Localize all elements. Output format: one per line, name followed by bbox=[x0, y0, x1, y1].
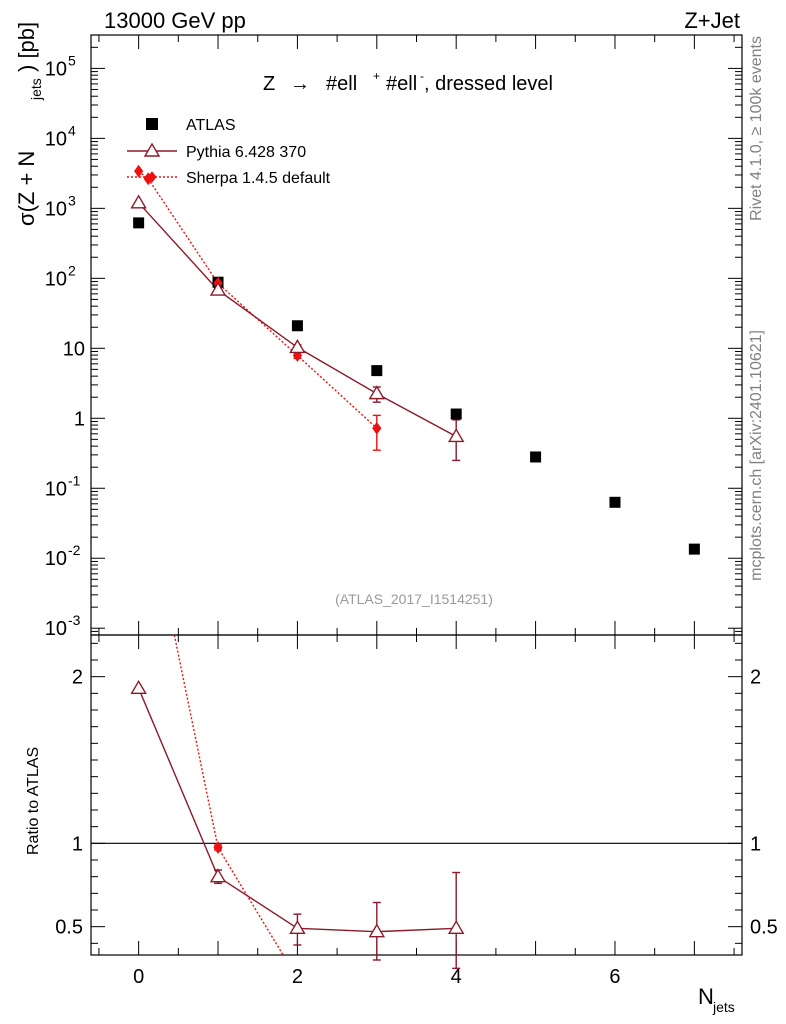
title-ell-1: #ell bbox=[326, 73, 357, 95]
ratio-y-tick-label-right: 2 bbox=[750, 667, 761, 689]
ratio-axis-ticks: 0 2 4 6 0.5 0.5 1 1 2 2 bbox=[55, 635, 778, 988]
main-y-tick-label-exp: -3 bbox=[68, 612, 81, 628]
pythia-ratio-point bbox=[209, 868, 227, 883]
atlas-point bbox=[609, 496, 621, 508]
pythia-ratio-point bbox=[289, 919, 306, 935]
x-tick-label: 6 bbox=[609, 966, 620, 988]
ratio-y-tick-label-right: 1 bbox=[750, 833, 761, 855]
ratio-panel-frame bbox=[90, 634, 743, 956]
atlas-point bbox=[688, 543, 700, 555]
xlabel-sub: jets bbox=[712, 999, 735, 1015]
sherpa-ratio-point bbox=[213, 841, 223, 854]
main-y-axis-label: σ(Z + N jets ) [pb] bbox=[14, 22, 44, 226]
main-y-tick-label-base: 10 bbox=[45, 478, 67, 500]
title-sup-2: - bbox=[420, 69, 424, 83]
sherpa-point bbox=[143, 172, 153, 186]
main-y-tick-label-base: 10 bbox=[45, 618, 67, 640]
pythia-point bbox=[209, 281, 227, 296]
process-label: Z+Jet bbox=[684, 8, 740, 33]
ratio-y-tick-label: 1 bbox=[72, 833, 83, 855]
legend-label-atlas: ATLAS bbox=[186, 117, 236, 134]
atlas-point bbox=[291, 320, 303, 332]
xlabel-main: N bbox=[698, 984, 714, 1009]
x-tick-label: 2 bbox=[292, 966, 303, 988]
pythia-point bbox=[289, 339, 306, 354]
mcplots-label: mcplots.cern.ch [arXiv:2401.10621] bbox=[748, 330, 765, 581]
ratio-y-axis-label: Ratio to ATLAS bbox=[25, 747, 42, 855]
legend-marker-pythia bbox=[143, 142, 161, 157]
x-axis-label: N jets bbox=[698, 984, 735, 1015]
analysis-watermark: (ATLAS_2017_I1514251) bbox=[335, 591, 493, 607]
x-tick-label: 0 bbox=[133, 966, 144, 988]
pythia-point bbox=[368, 385, 386, 400]
title-sup-1: + bbox=[373, 69, 380, 83]
ylabel-part-b: jets bbox=[28, 78, 44, 101]
beam-label: 13000 GeV pp bbox=[104, 8, 246, 33]
title-arrow: → bbox=[290, 73, 310, 95]
atlas-point bbox=[133, 217, 145, 229]
legend-marker-atlas bbox=[146, 118, 158, 130]
main-y-tick-label-exp: -1 bbox=[68, 472, 81, 488]
pythia-ratio-point bbox=[447, 919, 465, 935]
pythia-line bbox=[138, 202, 457, 438]
main-series-layer bbox=[130, 164, 700, 555]
rivet-version-label: Rivet 4.1.0, ≥ 100k events bbox=[748, 36, 765, 221]
title-ell-2: #ell bbox=[386, 73, 417, 95]
title-tail: , dressed level bbox=[424, 73, 553, 95]
x-tick-label: 4 bbox=[451, 966, 462, 988]
main-y-tick-label-exp: 4 bbox=[68, 122, 76, 138]
pythia-ratio-line bbox=[137, 688, 457, 933]
sherpa-point bbox=[372, 421, 382, 435]
legend: ATLAS Pythia 6.428 370 Sherpa 1.4.5 defa… bbox=[127, 117, 331, 187]
main-y-tick-label-exp: -2 bbox=[68, 542, 81, 558]
sherpa-line bbox=[138, 170, 378, 429]
main-y-tick-label-base: 10 bbox=[45, 268, 67, 290]
main-y-tick-label-exp: 5 bbox=[68, 52, 76, 68]
pythia-point bbox=[447, 428, 465, 443]
main-y-tick-label-exp: 2 bbox=[68, 262, 76, 278]
main-y-tick-label-base: 10 bbox=[45, 548, 67, 570]
ylabel-part-c: ) [pb] bbox=[14, 22, 39, 72]
sherpa-ratio-line bbox=[173, 634, 284, 956]
atlas-point bbox=[530, 451, 542, 463]
title-z: Z bbox=[263, 73, 275, 95]
legend-label-sherpa: Sherpa 1.4.5 default bbox=[186, 170, 331, 187]
plot-title: Z → #ell + #ell - , dressed level bbox=[263, 69, 553, 95]
main-y-tick-label-base: 10 bbox=[45, 198, 67, 220]
ratio-y-tick-label: 0.5 bbox=[55, 917, 83, 939]
pythia-point bbox=[130, 194, 147, 209]
main-y-tick-label-base: 10 bbox=[45, 128, 67, 150]
main-y-tick-label: 1 bbox=[74, 408, 85, 430]
ratio-y-tick-label-right: 0.5 bbox=[750, 917, 778, 939]
pythia-ratio-point bbox=[368, 923, 386, 938]
main-y-tick-label-base: 10 bbox=[45, 58, 67, 80]
main-y-tick-label: 10 bbox=[63, 338, 85, 360]
sherpa-point bbox=[134, 164, 144, 178]
pythia-ratio-point bbox=[130, 679, 147, 695]
atlas-point bbox=[450, 408, 462, 420]
legend-label-pythia: Pythia 6.428 370 bbox=[186, 144, 306, 161]
main-y-tick-label-exp: 3 bbox=[68, 192, 76, 208]
ratio-y-tick-label: 2 bbox=[72, 667, 83, 689]
ylabel-part-a: σ(Z + N bbox=[14, 151, 39, 226]
ratio-series-layer bbox=[130, 634, 465, 970]
atlas-point bbox=[371, 365, 383, 377]
